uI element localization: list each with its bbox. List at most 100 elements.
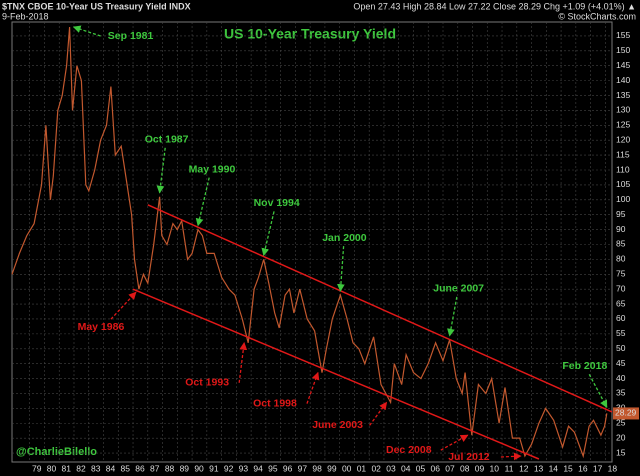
x-tick-label: 92 (224, 463, 234, 473)
symbol: $TNX CBOE 10-Year US Treasury Yield INDX (2, 1, 191, 11)
y-tick-label: 110 (616, 164, 630, 174)
x-tick-label: 16 (578, 463, 588, 473)
x-tick-label: 94 (253, 463, 263, 473)
y-tick-label: 105 (616, 179, 630, 189)
y-tick-label: 95 (616, 209, 626, 219)
x-tick-label: 04 (401, 463, 411, 473)
y-tick-label: 50 (616, 343, 626, 353)
y-tick-label: 120 (616, 134, 630, 144)
y-tick-label: 80 (616, 254, 626, 264)
y-tick-label: 90 (616, 224, 626, 234)
x-tick-label: 02 (371, 463, 381, 473)
x-tick-label: 84 (106, 463, 116, 473)
x-tick-label: 06 (431, 463, 441, 473)
x-tick-label: 11 (505, 463, 514, 473)
y-tick-label: 45 (616, 358, 626, 368)
chart-title: US 10-Year Treasury Yield (224, 26, 396, 42)
annotation-label: June 2003 (312, 419, 363, 431)
annotation-arrow (110, 291, 137, 320)
date: 9-Feb-2018 (2, 11, 49, 21)
annotation-label: Oct 1987 (145, 134, 189, 146)
annotation-label: Oct 1998 (253, 397, 297, 409)
annotation-label: Feb 2018 (562, 360, 607, 372)
trend-line (132, 288, 540, 460)
x-tick-label: 83 (91, 463, 101, 473)
x-tick-label: 91 (209, 463, 219, 473)
x-tick-label: 14 (549, 463, 559, 473)
plot-frame (11, 21, 613, 463)
x-tick-label: 18 (608, 463, 618, 473)
y-tick-label: 100 (616, 194, 630, 204)
y-tick-label: 85 (616, 239, 626, 249)
last-price: 28.29 (615, 408, 637, 418)
x-tick-label: 12 (519, 463, 529, 473)
x-tick-label: 93 (239, 463, 249, 473)
x-tick-label: 08 (460, 463, 470, 473)
x-tick-label: 07 (445, 463, 455, 473)
y-tick-label: 145 (616, 60, 630, 70)
y-tick-label: 150 (616, 45, 630, 55)
y-tick-label: 60 (616, 313, 626, 323)
annotation-label: Jan 2000 (322, 232, 367, 244)
y-tick-label: 20 (616, 432, 626, 442)
annotation-label: Oct 1993 (185, 377, 229, 389)
annotation-arrow (500, 452, 522, 461)
annotation-arrow (588, 374, 608, 409)
y-tick-label: 135 (616, 90, 630, 100)
x-tick-label: 80 (47, 463, 57, 473)
x-tick-label: 09 (475, 463, 485, 473)
x-tick-label: 17 (593, 463, 603, 473)
x-tick-label: 98 (312, 463, 322, 473)
y-tick-label: 125 (616, 120, 630, 130)
credit: @CharlieBilello (16, 446, 97, 458)
annotation-arrow (337, 246, 345, 292)
x-tick-label: 81 (61, 463, 71, 473)
y-tick-label: 25 (616, 417, 626, 427)
x-tick-label: 95 (268, 463, 278, 473)
annotation-label: Nov 1994 (254, 197, 300, 209)
y-tick-label: 155 (616, 30, 630, 40)
x-tick-label: 00 (342, 463, 352, 473)
x-tick-label: 05 (416, 463, 426, 473)
y-tick-label: 15 (616, 447, 626, 457)
annotation-label: Jul 2012 (448, 451, 490, 463)
trend-line (147, 204, 613, 413)
x-tick-label: 15 (563, 463, 573, 473)
x-tick-label: 01 (357, 463, 367, 473)
annotation-arrow (195, 177, 210, 227)
x-tick-label: 97 (298, 463, 308, 473)
annotation-arrow (447, 296, 458, 337)
annotation-arrow (238, 342, 248, 383)
x-tick-label: 99 (327, 463, 337, 473)
yield-line (11, 26, 608, 459)
y-tick-label: 130 (616, 105, 630, 115)
annotation-arrow (261, 211, 275, 257)
x-tick-label: 96 (283, 463, 293, 473)
annotation-label: Sep 1981 (108, 30, 154, 42)
annotation-label: June 2007 (433, 283, 484, 295)
x-tick-label: 85 (121, 463, 131, 473)
annotation-label: May 1986 (78, 321, 125, 333)
x-tick-label: 89 (180, 463, 190, 473)
annotation-arrow (156, 147, 166, 194)
x-tick-label: 90 (194, 463, 204, 473)
last-price-tag (613, 407, 639, 420)
annotation-label: Dec 2008 (386, 444, 432, 456)
y-tick-label: 35 (616, 388, 626, 398)
quote: Open 27.43 High 28.84 Low 27.22 Close 28… (353, 1, 636, 11)
y-tick-label: 115 (616, 149, 630, 159)
x-tick-label: 79 (32, 463, 42, 473)
x-tick-label: 88 (165, 463, 175, 473)
x-tick-label: 86 (135, 463, 145, 473)
y-tick-label: 75 (616, 269, 626, 279)
y-tick-label: 70 (616, 283, 626, 293)
y-tick-label: 40 (616, 373, 626, 383)
y-tick-label: 65 (616, 298, 626, 308)
annotation-arrow (440, 434, 469, 451)
x-tick-label: 82 (76, 463, 86, 473)
x-tick-label: 10 (490, 463, 500, 473)
x-tick-label: 13 (534, 463, 544, 473)
y-tick-label: 140 (616, 75, 630, 85)
